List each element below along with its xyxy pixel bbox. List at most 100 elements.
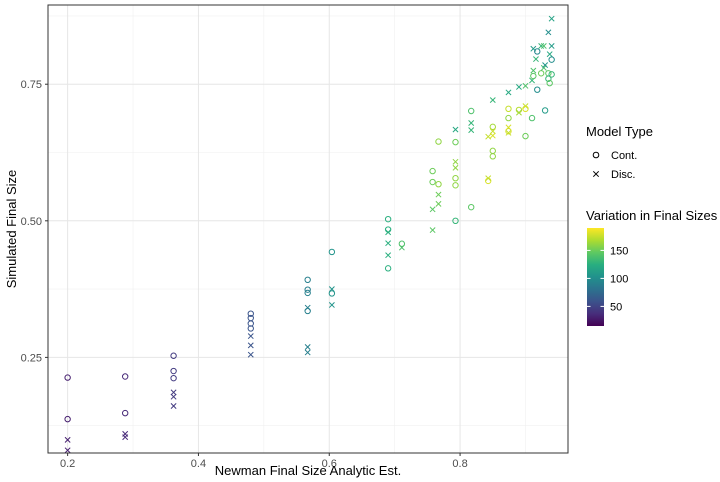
data-point-cross-stroke: [538, 43, 545, 49]
data-point-cross-stroke: [398, 244, 405, 251]
data-point-cross-stroke: [435, 191, 442, 198]
data-point-cont: [452, 138, 459, 146]
data-point-cont: [304, 307, 311, 315]
data-point-disc: [489, 128, 496, 135]
data-point-cross-stroke: [548, 43, 555, 49]
data-points: [64, 15, 555, 454]
data-point-cross-stroke: [505, 129, 512, 136]
data-point-disc: [468, 127, 475, 134]
y-axis-title: Simulated Final Size: [4, 170, 19, 289]
data-point-disc: [328, 301, 335, 308]
data-point-cont: [522, 132, 529, 140]
y-tick-label: 0.25: [21, 352, 42, 364]
data-point-cont: [304, 289, 311, 297]
data-point-disc: [489, 132, 496, 139]
data-point-cross-stroke: [485, 133, 492, 140]
data-point-cont: [528, 114, 536, 122]
shape-legend-label: Disc.: [611, 169, 635, 181]
data-point-cross-stroke: [170, 389, 177, 396]
data-point-cont: [489, 123, 496, 131]
data-point-cont: [121, 373, 129, 380]
data-point-disc: [545, 29, 552, 36]
data-point-cont: [537, 70, 545, 77]
data-point-cross-stroke: [546, 51, 553, 58]
data-point-cont: [534, 48, 541, 55]
data-point-cont: [435, 181, 442, 188]
x-tick-label: 0.6: [322, 458, 337, 470]
data-point-disc: [522, 82, 529, 89]
data-point-cont: [384, 215, 392, 223]
data-point-cross-stroke: [64, 436, 71, 443]
data-point-cross-stroke: [505, 89, 512, 96]
data-point-disc: [304, 344, 311, 350]
x-tick-label: 0.2: [60, 458, 75, 470]
data-point-disc: [429, 227, 436, 234]
data-point-disc: [505, 129, 512, 136]
data-point-disc: [485, 175, 492, 182]
legend-circle-icon: [592, 151, 600, 159]
data-point-cont: [328, 248, 336, 256]
color-legend: Variation in Final Sizes 50 100 150: [586, 208, 718, 326]
data-point-disc: [247, 333, 254, 340]
data-point-cross-stroke: [385, 240, 392, 247]
data-point-disc: [532, 56, 539, 63]
data-point-cont: [435, 138, 442, 145]
data-point-cont: [384, 265, 392, 272]
plot-panel-border: [47, 4, 569, 454]
plot-panel: [48, 5, 568, 453]
data-point-cross-stroke: [385, 252, 392, 259]
data-point-cross-stroke: [247, 351, 254, 358]
data-point-cross-stroke: [489, 132, 496, 139]
data-point-cross-stroke: [170, 403, 177, 409]
data-point-cross-stroke: [64, 447, 71, 454]
data-point-cross-stroke: [545, 29, 552, 36]
data-point-cross-stroke: [429, 206, 436, 213]
shape-legend-item: Cont.: [592, 150, 637, 162]
color-legend-title: Variation in Final Sizes: [586, 208, 718, 223]
data-point-disc: [122, 434, 129, 441]
data-point-cross-stroke: [452, 158, 459, 165]
data-point-disc: [435, 191, 442, 198]
data-point-cross-stroke: [328, 301, 335, 308]
data-point-cross-stroke: [532, 56, 539, 63]
x-tick-label: 0.4: [191, 458, 206, 470]
data-point-disc: [429, 206, 436, 213]
data-point-disc: [398, 244, 405, 251]
data-point-disc: [385, 229, 392, 236]
data-point-disc: [385, 252, 392, 259]
data-point-disc: [170, 389, 177, 396]
data-point-disc: [548, 15, 555, 22]
data-point-cross-stroke: [122, 434, 129, 441]
colorbar: [587, 228, 604, 326]
data-point-cont: [505, 105, 512, 113]
data-point-disc: [530, 67, 537, 74]
x-axis-title: Newman Final Size Analytic Est.: [215, 463, 401, 478]
data-point-disc: [538, 43, 545, 49]
data-point-cross-stroke: [304, 344, 311, 350]
data-point-disc: [170, 393, 177, 400]
shape-legend-title: Model Type: [586, 124, 653, 139]
data-point-cross-stroke: [468, 120, 475, 126]
data-point-cross-stroke: [247, 333, 254, 340]
data-point-cross-stroke: [515, 109, 522, 116]
data-point-cont: [429, 178, 436, 186]
data-point-cross-stroke: [247, 342, 254, 349]
data-point-cont: [398, 240, 406, 247]
data-point-disc: [247, 351, 254, 358]
data-point-cross-stroke: [530, 67, 537, 74]
data-point-cross-stroke: [468, 127, 475, 134]
data-point-cross-stroke: [170, 393, 177, 400]
data-point-disc: [515, 109, 522, 116]
data-point-disc: [468, 120, 475, 126]
data-point-cont: [505, 114, 512, 122]
data-point-cont: [489, 153, 496, 160]
data-point-cont: [548, 71, 555, 78]
data-point-cont: [467, 107, 475, 115]
data-point-cont: [121, 409, 129, 417]
data-point-cont: [247, 310, 254, 317]
data-point-cont: [452, 174, 459, 182]
data-point-disc: [170, 403, 177, 409]
colorbar-tick-label: 150: [610, 245, 628, 257]
shape-legend-items: Cont. Disc.: [592, 150, 637, 181]
data-point-cross-stroke: [485, 175, 492, 182]
